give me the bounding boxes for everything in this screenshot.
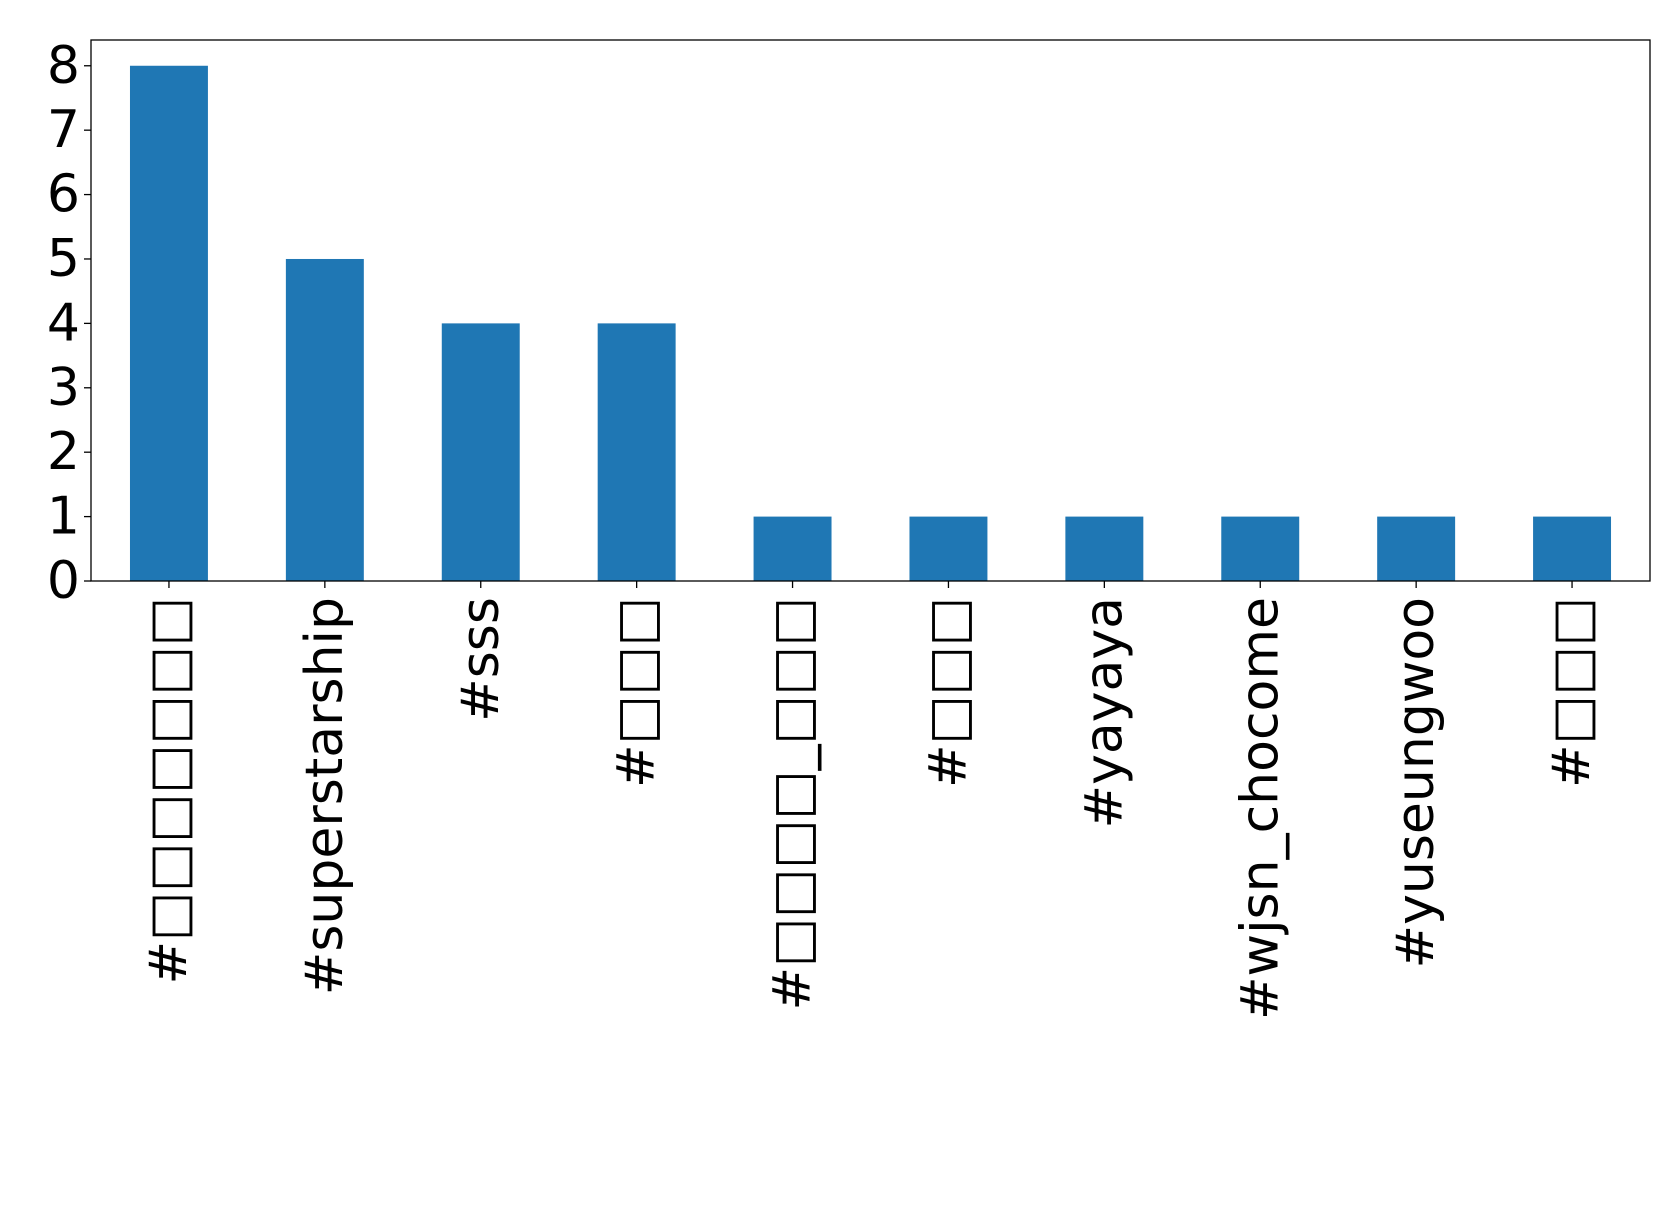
bar-7 xyxy=(1221,516,1300,581)
bar-0 xyxy=(129,65,208,581)
x-tick-label-5: #□□□ xyxy=(918,597,978,788)
y-tick-label-0: 0 xyxy=(47,551,80,611)
bar-5 xyxy=(909,516,988,581)
bar-9 xyxy=(1533,516,1612,581)
x-tick-label-6: #yayaya xyxy=(1074,597,1134,829)
x-tick-label-7: #wjsn_chocome xyxy=(1230,597,1290,1020)
bar-6 xyxy=(1065,516,1144,581)
bar-1 xyxy=(285,258,364,581)
bar-2 xyxy=(441,323,520,581)
y-tick-label-6: 6 xyxy=(47,165,80,225)
x-tick-label-4: #□□□□_□□□ xyxy=(763,597,823,1011)
y-tick-label-2: 2 xyxy=(47,422,80,482)
x-tick-label-3: #□□□ xyxy=(607,597,667,788)
plot-frame xyxy=(90,39,1651,582)
bar-4 xyxy=(753,516,832,581)
x-axis: #□□□□□□□ #superstarship #sss #□□□ #□□□□_□□□ #… xyxy=(139,581,1602,1020)
y-tick-label-4: 4 xyxy=(47,293,80,353)
x-tick-label-1: #superstarship xyxy=(295,597,355,995)
x-tick-label-2: #sss xyxy=(451,597,511,722)
bar-8 xyxy=(1377,516,1456,581)
y-tick-label-5: 5 xyxy=(47,229,80,289)
x-tick-label-8: #yuseungwoo xyxy=(1386,597,1446,968)
x-tick-label-0: #□□□□□□□ xyxy=(139,597,199,985)
y-tick-label-3: 3 xyxy=(47,358,80,418)
y-tick-label-8: 8 xyxy=(47,36,80,96)
bars-layer xyxy=(129,65,1612,581)
bar-3 xyxy=(597,323,676,581)
x-tick-label-9: #□□□ xyxy=(1542,597,1602,788)
y-tick-label-7: 7 xyxy=(47,100,80,160)
y-tick-label-1: 1 xyxy=(47,487,80,547)
